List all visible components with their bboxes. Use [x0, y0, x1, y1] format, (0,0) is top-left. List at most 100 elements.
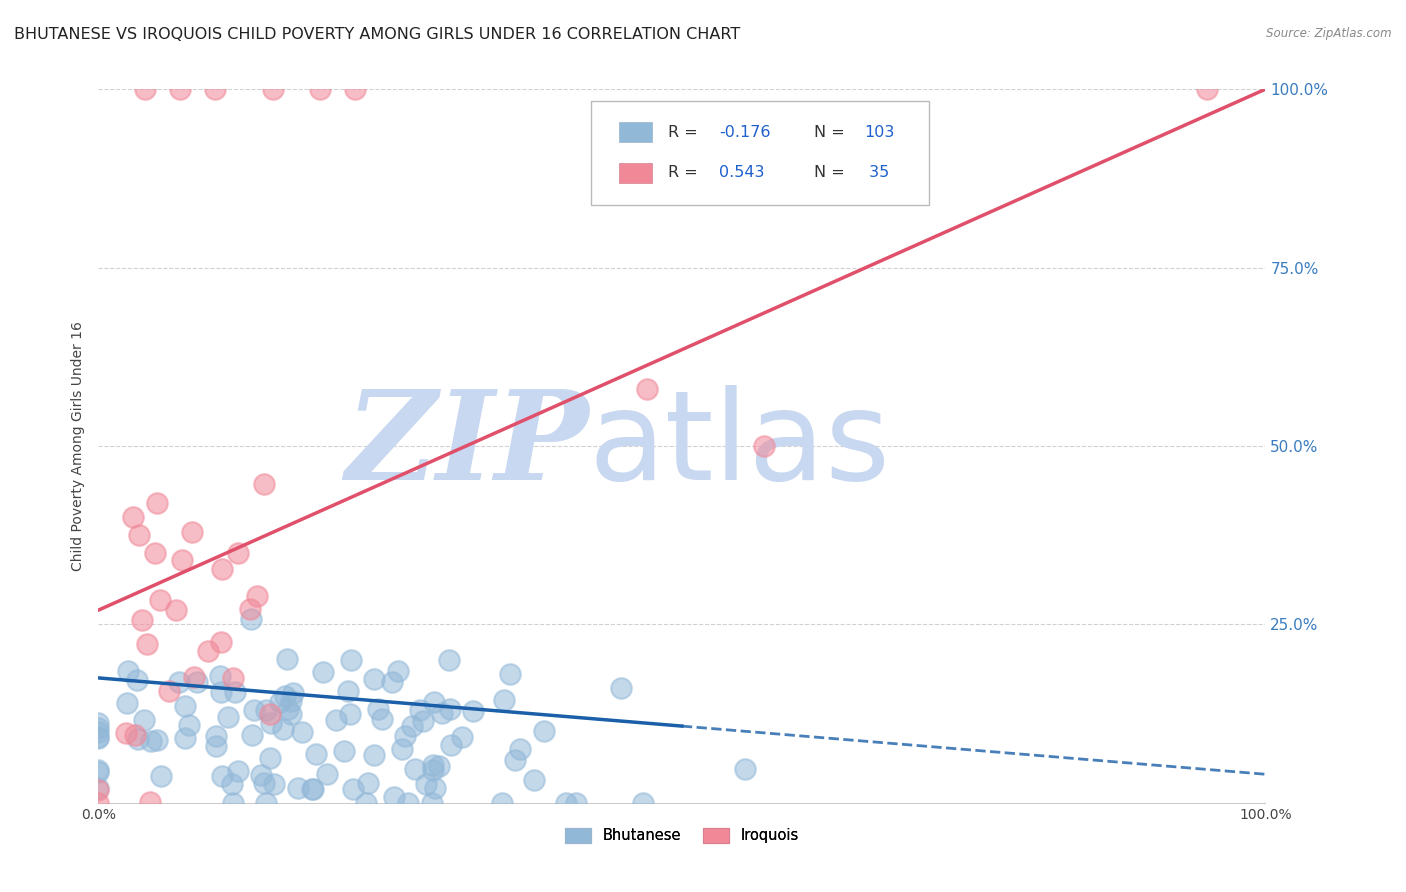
Bhutanese [145, 733, 167, 747]
Bhutanese [505, 753, 527, 767]
Bhutanese [422, 695, 444, 709]
Iroquois [222, 671, 245, 685]
Bhutanese [422, 763, 444, 777]
Text: 103: 103 [863, 125, 894, 139]
Bhutanese [242, 703, 264, 717]
Bhutanese [277, 702, 299, 716]
Bhutanese [492, 692, 515, 706]
Bhutanese [209, 685, 232, 699]
Bhutanese [87, 763, 110, 777]
Iroquois [128, 527, 150, 541]
Bhutanese [396, 796, 419, 810]
Bhutanese [141, 733, 163, 747]
Bhutanese [412, 714, 434, 728]
Bhutanese [127, 732, 149, 747]
Bhutanese [263, 777, 285, 791]
Iroquois [146, 496, 169, 510]
Bhutanese [437, 653, 460, 667]
Bhutanese [260, 716, 283, 731]
Bhutanese [408, 703, 430, 717]
Bhutanese [149, 769, 172, 783]
Bhutanese [254, 703, 277, 717]
Bhutanese [312, 665, 335, 680]
Iroquois [209, 634, 232, 648]
Bhutanese [221, 777, 243, 791]
Iroquois [309, 82, 332, 96]
Text: BHUTANESE VS IROQUOIS CHILD POVERTY AMONG GIRLS UNDER 16 CORRELATION CHART: BHUTANESE VS IROQUOIS CHILD POVERTY AMON… [14, 27, 741, 42]
Bhutanese [734, 763, 756, 777]
Text: R =: R = [668, 165, 703, 180]
Text: 35: 35 [863, 165, 889, 180]
Bhutanese [555, 796, 578, 810]
Bhutanese [87, 716, 110, 731]
Bhutanese [440, 738, 463, 752]
Bhutanese [422, 758, 444, 772]
Bhutanese [463, 704, 485, 718]
Bhutanese [381, 675, 404, 690]
Bhutanese [633, 796, 655, 810]
Bhutanese [342, 782, 364, 797]
Iroquois [752, 439, 775, 453]
Bhutanese [301, 782, 323, 797]
Iroquois [122, 510, 145, 524]
Bhutanese [87, 730, 110, 744]
Bhutanese [370, 712, 392, 726]
Iroquois [211, 562, 233, 576]
Bhutanese [205, 729, 228, 743]
Iroquois [139, 796, 162, 810]
Iroquois [124, 728, 146, 742]
Bhutanese [228, 764, 250, 778]
Bhutanese [420, 796, 443, 810]
Iroquois [1195, 82, 1218, 96]
FancyBboxPatch shape [619, 122, 651, 142]
Iroquois [87, 783, 110, 797]
Iroquois [131, 613, 153, 627]
Text: -0.176: -0.176 [720, 125, 770, 139]
Bhutanese [276, 652, 298, 666]
Bhutanese [427, 759, 450, 773]
Bhutanese [332, 744, 354, 758]
Iroquois [183, 670, 205, 684]
Iroquois [136, 637, 159, 651]
Bhutanese [87, 731, 110, 746]
Bhutanese [499, 667, 522, 681]
Bhutanese [132, 713, 155, 727]
Iroquois [114, 726, 136, 740]
Bhutanese [533, 723, 555, 738]
Bhutanese [339, 706, 361, 721]
Bhutanese [211, 769, 233, 783]
Bhutanese [115, 696, 138, 710]
Bhutanese [274, 689, 297, 703]
Bhutanese [305, 747, 328, 762]
Bhutanese [302, 782, 325, 797]
Bhutanese [425, 780, 447, 795]
Bhutanese [382, 789, 405, 804]
Bhutanese [609, 681, 631, 695]
Bhutanese [125, 673, 148, 687]
Bhutanese [87, 721, 110, 735]
Bhutanese [259, 751, 281, 765]
Bhutanese [271, 723, 294, 737]
Bhutanese [217, 710, 239, 724]
Iroquois [169, 82, 191, 96]
Text: 0.543: 0.543 [720, 165, 765, 180]
Iroquois [253, 477, 276, 491]
Iroquois [204, 82, 226, 96]
Iroquois [172, 553, 194, 567]
Bhutanese [287, 781, 309, 796]
Bhutanese [491, 796, 513, 810]
Legend: Bhutanese, Iroquois: Bhutanese, Iroquois [558, 822, 806, 849]
FancyBboxPatch shape [619, 162, 651, 183]
Iroquois [180, 524, 202, 539]
Text: ZIP: ZIP [344, 385, 589, 507]
Iroquois [157, 684, 180, 698]
Bhutanese [254, 796, 277, 810]
Bhutanese [394, 729, 416, 743]
Bhutanese [523, 772, 546, 787]
Iroquois [344, 82, 367, 96]
Bhutanese [432, 706, 454, 721]
Text: R =: R = [668, 125, 703, 139]
Bhutanese [367, 702, 389, 716]
Bhutanese [240, 612, 263, 626]
Iroquois [239, 602, 262, 616]
